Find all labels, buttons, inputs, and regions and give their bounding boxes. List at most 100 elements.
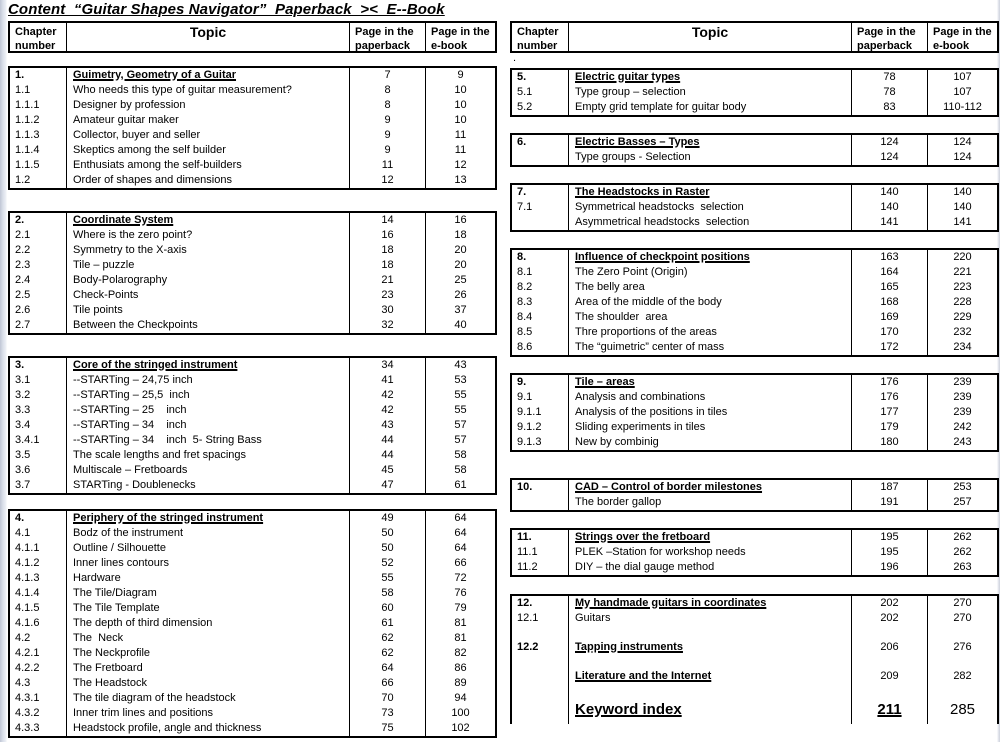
page-paperback-cell: 195 bbox=[851, 545, 927, 560]
page-ebook-cell: 53 bbox=[425, 373, 495, 388]
table-row: 4.1.6 The depth of third dimension 61 81 bbox=[10, 616, 495, 631]
topic-cell: Headstock profile, angle and thickness bbox=[66, 721, 349, 736]
chapter-number-cell: 8.4 bbox=[517, 311, 533, 323]
chapter-number-cell: 2. bbox=[15, 214, 25, 226]
toc-section-left-3: 4. Periphery of the stringed instrument 49… bbox=[8, 509, 497, 738]
page-ebook-cell bbox=[927, 626, 997, 640]
page-ebook-cell: 285 bbox=[927, 698, 997, 724]
chapter-number-cell: 8.6 bbox=[517, 341, 533, 353]
page-ebook-cell: 64 bbox=[425, 541, 495, 556]
page-ebook-cell: 140 bbox=[927, 200, 997, 215]
topic-cell: Asymmetrical headstocks selection bbox=[568, 215, 851, 230]
page-paperback-cell: 75 bbox=[349, 721, 425, 736]
chapter-number-cell: 8. bbox=[517, 251, 527, 263]
topic-cell: Inner trim lines and positions bbox=[66, 706, 349, 721]
topic-cell: Tile points bbox=[66, 303, 349, 318]
header-page-paperback: Page in the paperback bbox=[349, 23, 425, 51]
page-paperback-cell: 11 bbox=[349, 158, 425, 173]
chapter-number-cell: 6. bbox=[517, 136, 527, 148]
page-paperback-cell: 47 bbox=[349, 478, 425, 493]
topic-cell: Tile – puzzle bbox=[66, 258, 349, 273]
chapter-number-cell: 3.7 bbox=[15, 479, 31, 491]
table-row: Asymmetrical headstocks selection 141 141 bbox=[512, 215, 997, 230]
page-paperback-cell bbox=[851, 626, 927, 640]
toc-section-right-4: 9. Tile – areas 176 239 9.1 Analysis and comb… bbox=[510, 373, 999, 452]
page-paperback-cell: 177 bbox=[851, 405, 927, 420]
page-ebook-cell: 55 bbox=[425, 388, 495, 403]
page-ebook-cell: 9 bbox=[425, 68, 495, 83]
topic-cell: --STARTing – 34 inch bbox=[66, 418, 349, 433]
table-row: 5.2 Empty grid template for guitar body 83… bbox=[512, 100, 997, 115]
page-paperback-cell: 44 bbox=[349, 433, 425, 448]
table-row: 6. Electric Basses – Types 124 124 bbox=[512, 135, 997, 150]
topic-cell: Guimetry, Geometry of a Guitar bbox=[66, 68, 349, 83]
page-ebook-cell: 270 bbox=[927, 596, 997, 611]
chapter-number-cell: 4.3.2 bbox=[15, 707, 40, 719]
chapter-number-cell bbox=[512, 150, 568, 165]
page-ebook-cell: 82 bbox=[425, 646, 495, 661]
page-ebook-cell bbox=[927, 655, 997, 669]
topic-cell: CAD – Control of border milestones bbox=[568, 480, 851, 495]
page-paperback-cell: 41 bbox=[349, 373, 425, 388]
topic-cell: Sliding experiments in tiles bbox=[568, 420, 851, 435]
table-row: 3.4.1 --STARTing – 34 inch 5- String Bass… bbox=[10, 433, 495, 448]
topic-cell: Check-Points bbox=[66, 288, 349, 303]
page-ebook-cell: 239 bbox=[927, 375, 997, 390]
topic-cell: The Headstock bbox=[66, 676, 349, 691]
chapter-number-cell: 4.3 bbox=[15, 677, 31, 689]
page-ebook-cell: 110-112 bbox=[927, 100, 997, 115]
page-paperback-cell: 18 bbox=[349, 243, 425, 258]
chapter-number-cell: 10. bbox=[517, 481, 533, 493]
page-ebook-cell: 107 bbox=[927, 70, 997, 85]
page-ebook-cell: 64 bbox=[425, 526, 495, 541]
topic-cell: The Headstocks in Raster bbox=[568, 185, 851, 200]
toc-header-right: Chapter number Topic Page in the paperba… bbox=[510, 21, 999, 53]
page-paperback-cell: 9 bbox=[349, 113, 425, 128]
chapter-number-cell: 4.1.5 bbox=[15, 602, 40, 614]
chapter-number-cell: 12.2 bbox=[517, 641, 539, 653]
topic-cell: Amateur guitar maker bbox=[66, 113, 349, 128]
topic-cell: The Tile/Diagram bbox=[66, 586, 349, 601]
topic-cell: Analysis and combinations bbox=[568, 390, 851, 405]
table-row: 4.3.2 Inner trim lines and positions 73 100 bbox=[10, 706, 495, 721]
chapter-number-cell: 4.1.6 bbox=[15, 617, 40, 629]
page-ebook-cell: 220 bbox=[927, 250, 997, 265]
page-paperback-cell: 195 bbox=[851, 530, 927, 545]
page-paperback-cell: 196 bbox=[851, 560, 927, 575]
header-page-ebook: Page in the e-book bbox=[425, 23, 495, 51]
table-row: 1. Guimetry, Geometry of a Guitar 7 9 bbox=[10, 68, 495, 83]
page-paperback-cell: 30 bbox=[349, 303, 425, 318]
table-row: 7.1 Symmetrical headstocks selection 140 14… bbox=[512, 200, 997, 215]
page-paperback-cell: 50 bbox=[349, 541, 425, 556]
chapter-number-cell: 4.1.3 bbox=[15, 572, 40, 584]
table-row: 5. Electric guitar types 78 107 bbox=[512, 70, 997, 85]
page-paperback-cell: 9 bbox=[349, 143, 425, 158]
chapter-number-cell: 2.7 bbox=[15, 319, 31, 331]
chapter-number-cell: 9.1.3 bbox=[517, 436, 542, 448]
table-row: 4.3.1 The tile diagram of the headstock 70… bbox=[10, 691, 495, 706]
chapter-number-cell: 9.1 bbox=[517, 391, 533, 403]
table-row: 3. Core of the stringed instrument 34 43 bbox=[10, 358, 495, 373]
table-row: Type groups - Selection 124 124 bbox=[512, 150, 997, 165]
page-paperback-cell: 50 bbox=[349, 526, 425, 541]
page-ebook-cell: 228 bbox=[927, 295, 997, 310]
table-row: 3.1 --STARTing – 24,75 inch 41 53 bbox=[10, 373, 495, 388]
table-row: 2.4 Body-Polarography 21 25 bbox=[10, 273, 495, 288]
table-row: 3.3 --STARTing – 25 inch 42 55 bbox=[10, 403, 495, 418]
page-paperback-cell: 211 bbox=[851, 698, 927, 724]
toc-sections-right: 5. Electric guitar types 78 107 5.1 Type grou… bbox=[510, 68, 999, 724]
table-row: 4.2.2 The Fretboard 64 86 bbox=[10, 661, 495, 676]
chapter-number-cell: 1.1.4 bbox=[15, 144, 40, 156]
topic-cell: --STARTing – 34 inch 5- String Bass bbox=[66, 433, 349, 448]
topic-cell: The scale lengths and fret spacings bbox=[66, 448, 349, 463]
topic-cell: Coordinate System bbox=[66, 213, 349, 228]
page-paperback-cell: 78 bbox=[851, 85, 927, 100]
page-paperback-cell: 66 bbox=[349, 676, 425, 691]
chapter-number-cell: 4.1.2 bbox=[15, 557, 40, 569]
chapter-number-cell: 7. bbox=[517, 186, 527, 198]
page-ebook-cell: 58 bbox=[425, 448, 495, 463]
page-paperback-cell: 12 bbox=[349, 173, 425, 188]
toc-header-left: Chapter number Topic Page in the paperba… bbox=[8, 21, 497, 53]
page-paperback-cell: 9 bbox=[349, 128, 425, 143]
chapter-number-cell: 2.5 bbox=[15, 289, 31, 301]
